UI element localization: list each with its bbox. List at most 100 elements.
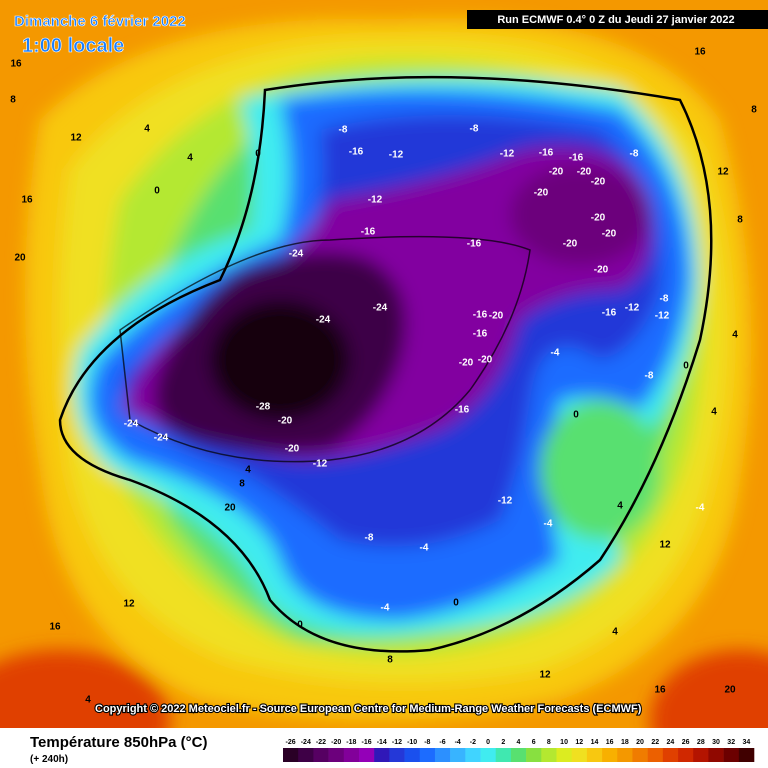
colorbar-cell: [495, 748, 512, 762]
temperature-label: -16: [473, 310, 488, 321]
temperature-label: -20: [459, 358, 474, 369]
colorbar-cell: [617, 748, 633, 762]
colorbar-cell: [556, 748, 572, 762]
temperature-label: -12: [625, 303, 640, 314]
temperature-label: -20: [278, 416, 293, 427]
colorbar-cell: [586, 748, 603, 762]
colorbar-tick-label: -14: [377, 739, 387, 746]
temperature-label: -20: [594, 265, 609, 276]
colorbar-tick-label: 34: [743, 739, 751, 746]
colorbar-cell: [541, 748, 557, 762]
colorbar-tick-label: 26: [682, 739, 690, 746]
temperature-label: 12: [539, 670, 551, 681]
legend-title: Température 850hPa (°C): [30, 734, 207, 751]
temperature-label: -12: [498, 496, 513, 507]
colorbar-cell: [510, 748, 527, 762]
temperature-label: -24: [289, 249, 304, 260]
colorbar-cell: [526, 748, 542, 762]
temperature-label: 4: [732, 330, 738, 341]
temperature-label: 12: [659, 540, 671, 551]
temperature-label: -12: [313, 459, 328, 470]
temperature-label: 20: [724, 685, 736, 696]
run-info: Run ECMWF 0.4° 0 Z du Jeudi 27 janvier 2…: [497, 14, 734, 26]
run-box: [467, 10, 768, 29]
temperature-label: 12: [123, 599, 135, 610]
colorbar-tick-label: 4: [517, 739, 521, 746]
temperature-label: 0: [297, 620, 303, 631]
colorbar-tick-label: -2: [470, 739, 476, 746]
colorbar-tick-label: 30: [712, 739, 720, 746]
temperature-label: -4: [696, 503, 705, 514]
colorbar-cell: [693, 748, 709, 762]
temperature-label: 20: [14, 253, 26, 264]
temperature-label: -16: [539, 148, 554, 159]
temperature-label: -20: [489, 311, 504, 322]
colorbar-cell: [358, 748, 375, 762]
colorbar-cell: [389, 748, 405, 762]
colorbar-tick-label: 6: [532, 739, 536, 746]
colorbar-tick-label: 2: [501, 739, 505, 746]
temperature-label: -8: [660, 294, 669, 305]
colorbar-tick-label: -4: [455, 739, 461, 746]
temperature-label: 0: [573, 410, 579, 421]
temperature-label: -24: [373, 303, 388, 314]
temperature-label: 16: [21, 195, 33, 206]
temperature-label: 16: [694, 47, 706, 58]
temperature-label: -16: [349, 147, 364, 158]
temperature-label: 4: [144, 124, 150, 135]
colorbar-cell: [374, 748, 390, 762]
temperature-label: 8: [387, 655, 393, 666]
temperature-label: -4: [551, 348, 560, 359]
temperature-label: -16: [467, 239, 482, 250]
temperature-label: -8: [365, 533, 374, 544]
colorbar-cell: [465, 748, 481, 762]
temperature-label: -4: [381, 603, 390, 614]
colorbar-tick-label: -6: [439, 739, 445, 746]
temperature-label: -28: [256, 402, 271, 413]
colorbar-tick-label: 22: [651, 739, 659, 746]
colorbar-tick-label: 10: [560, 739, 568, 746]
temperature-label: 4: [85, 695, 91, 706]
temperature-label: -4: [544, 519, 553, 530]
colorbar-tick-label: 20: [636, 739, 644, 746]
colorbar-cell: [738, 748, 755, 762]
colorbar-tick-label: -20: [331, 739, 341, 746]
temperature-label: 16: [49, 622, 61, 633]
temperature-label: -20: [591, 213, 606, 224]
temperature-label: -8: [645, 371, 654, 382]
temperature-label: -8: [470, 124, 479, 135]
colorbar-cell: [283, 748, 299, 762]
colorbar-cell: [678, 748, 694, 762]
colorbar-cell: [450, 748, 466, 762]
temperature-label: -16: [455, 405, 470, 416]
temperature-label: 0: [453, 598, 459, 609]
colorbar-cell: [343, 748, 360, 762]
colorbar-cell: [328, 748, 345, 762]
temperature-label: -16: [602, 308, 617, 319]
colorbar-tick-label: 28: [697, 739, 705, 746]
temperature-label: 20: [224, 503, 236, 514]
temperature-label: 16: [654, 685, 666, 696]
temperature-label: 4: [617, 501, 623, 512]
colorbar-tick-label: 8: [547, 739, 551, 746]
colorbar-tick-label: 0: [486, 739, 490, 746]
colorbar-cell: [313, 748, 329, 762]
colorbar-tick-label: 12: [575, 739, 583, 746]
copyright: Copyright © 2022 Meteociel.fr - Source E…: [95, 703, 642, 715]
colorbar-tick-label: -24: [301, 739, 311, 746]
colorbar-cell: [298, 748, 314, 762]
colorbar-tick-label: -18: [346, 739, 356, 746]
temperature-label: -20: [563, 239, 578, 250]
temperature-label: -20: [549, 167, 564, 178]
temperature-label: -20: [577, 167, 592, 178]
colorbar-tick-label: 24: [667, 739, 675, 746]
temperature-label: -12: [500, 149, 515, 160]
temperature-label: -16: [361, 227, 376, 238]
temperature-label: -12: [368, 195, 383, 206]
colorbar-cell: [602, 748, 618, 762]
colorbar-tick-label: -12: [392, 739, 402, 746]
temperature-label: -24: [124, 419, 139, 430]
